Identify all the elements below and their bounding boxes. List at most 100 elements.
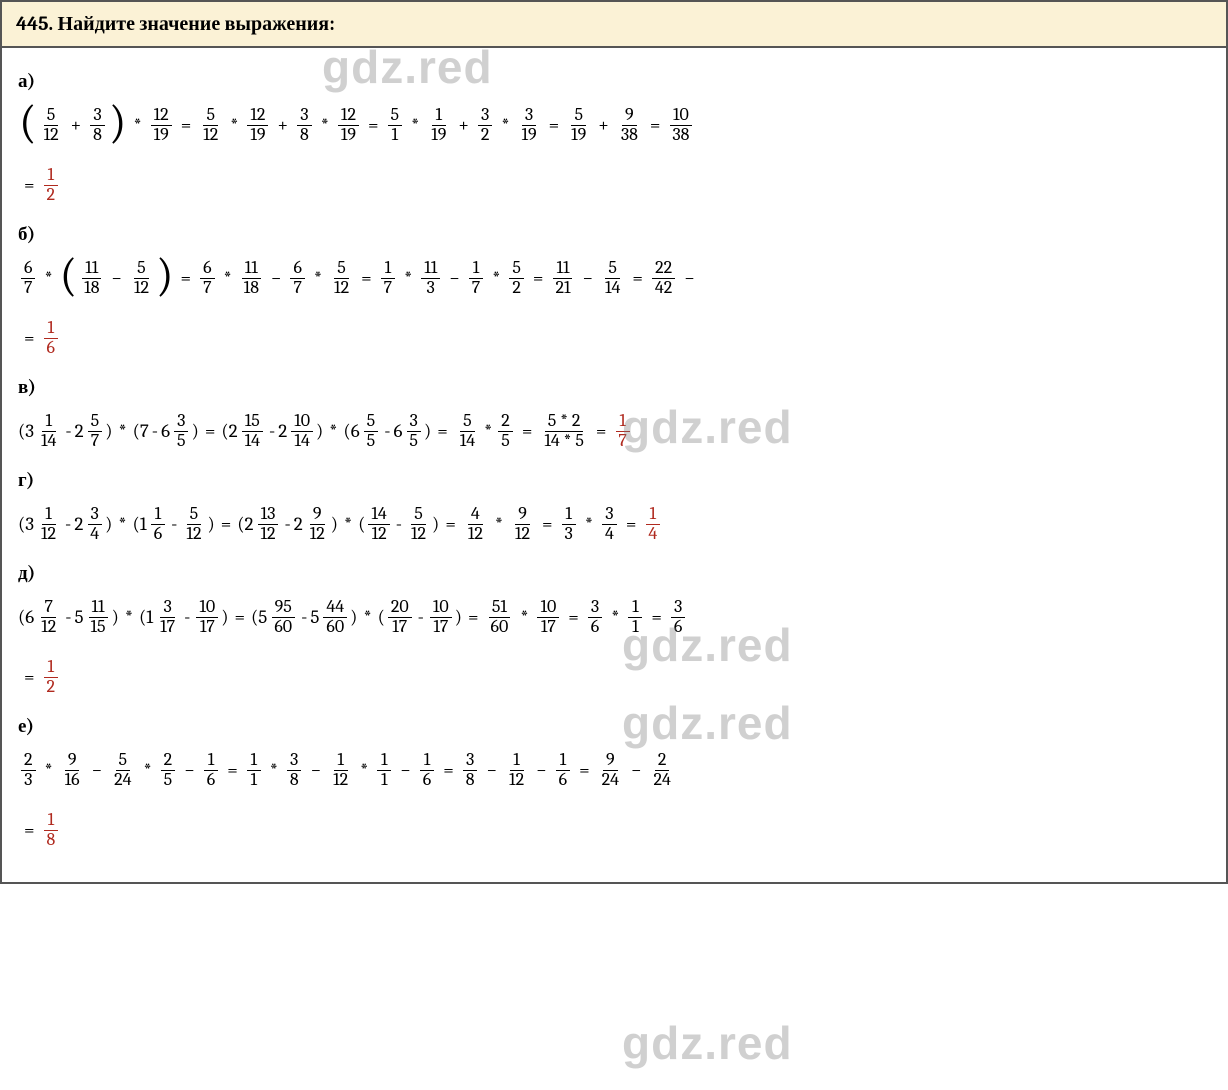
line-e1: (6712-51115)*(1317-1017)=(59560-54460)*(…: [18, 589, 1210, 645]
fraction: 5160: [488, 598, 512, 637]
operator: -: [384, 420, 390, 442]
fraction: 224: [650, 751, 673, 790]
fraction: 519: [568, 106, 589, 145]
operator: -: [269, 420, 275, 442]
line-d1: (3112-234)*(116-512)=(21312-2912)*(1412-…: [18, 496, 1210, 552]
operator: =: [579, 759, 590, 781]
text: ): [207, 513, 214, 535]
operator: =: [181, 114, 192, 136]
mixed-number: 635: [393, 412, 424, 451]
operator: =: [632, 267, 643, 289]
fraction: 16: [204, 751, 218, 790]
operator: =: [24, 666, 35, 688]
line-c1: (3114-257)*(7-635)=(21514-21014)*(655-63…: [18, 403, 1210, 459]
operator: *: [224, 267, 232, 289]
text: (: [378, 606, 385, 628]
fraction: 712: [38, 598, 59, 637]
fraction: 38: [297, 106, 312, 145]
fraction: 1219: [247, 106, 268, 145]
operator: =: [24, 174, 35, 196]
fraction: 938: [618, 106, 641, 145]
mixed-number: 3114: [25, 412, 62, 451]
fraction: 1017: [196, 598, 218, 637]
line-e2: = 12: [18, 649, 1210, 705]
operator: -: [301, 606, 307, 628]
mixed-number: 54460: [310, 598, 350, 637]
text: (: [237, 513, 244, 535]
text: ): [105, 420, 112, 442]
mixed-number: 21312: [245, 505, 282, 544]
text: 7: [140, 420, 149, 442]
fraction: 38: [90, 106, 105, 145]
operator: -: [284, 513, 290, 535]
fraction: 18: [44, 811, 59, 850]
mixed-number: 6712: [25, 598, 62, 637]
operator: −: [684, 267, 695, 289]
fraction: 17: [615, 412, 629, 451]
text: ): [350, 606, 357, 628]
operator: *: [404, 267, 412, 289]
operator: -: [65, 606, 71, 628]
operator: =: [651, 606, 662, 628]
operator: =: [227, 759, 238, 781]
operator: −: [111, 267, 122, 289]
operator: −: [400, 759, 411, 781]
part-label-e: д): [18, 562, 1210, 585]
fraction: 924: [599, 751, 622, 790]
fraction: 32: [478, 106, 493, 145]
operator: *: [329, 420, 337, 442]
fraction: 14: [645, 505, 660, 544]
text: ): [331, 513, 338, 535]
operator: −: [536, 759, 547, 781]
fraction: 2242: [652, 259, 675, 298]
fraction: 16: [44, 319, 58, 358]
line-f1: 23*916−524*25−16=11*38−112*11−16=38−112−…: [18, 742, 1210, 798]
operator: -: [171, 513, 177, 535]
operator: −: [487, 759, 498, 781]
fraction: 5 * 214 * 5: [541, 412, 587, 451]
operator: *: [144, 759, 152, 781]
mixed-number: 116: [140, 505, 168, 544]
mixed-number: 51115: [74, 598, 111, 637]
fraction: 514: [457, 412, 478, 451]
exercise-title: Найдите значение выражения:: [58, 12, 335, 35]
watermark: gdz.red: [622, 1016, 793, 1070]
exercise-body: gdz.redgdz.redgdz.redgdz.redgdz.red а) (…: [2, 48, 1226, 882]
operator: *: [270, 759, 278, 781]
mixed-number: 2912: [294, 505, 331, 544]
operator: =: [368, 114, 379, 136]
mixed-number: 655: [351, 412, 382, 451]
mixed-number: 3112: [25, 505, 62, 544]
operator: −: [449, 267, 460, 289]
fraction: 319: [519, 106, 540, 145]
mixed-number: 1317: [146, 598, 181, 637]
fraction: 514: [602, 259, 623, 298]
fraction: 16: [151, 505, 165, 544]
fraction: 12: [44, 658, 59, 697]
operator: =: [221, 513, 232, 535]
operator: *: [585, 513, 593, 535]
line-f2: =18: [18, 802, 1210, 858]
text: ): [424, 420, 431, 442]
operator: -: [65, 513, 71, 535]
fraction: 17: [469, 259, 483, 298]
fraction: 1514: [242, 412, 263, 451]
text: ): [105, 513, 112, 535]
operator: *: [360, 759, 368, 781]
mixed-number: 234: [74, 505, 105, 544]
fraction: 1219: [151, 106, 172, 145]
operator: =: [361, 267, 372, 289]
operator: =: [468, 606, 479, 628]
fraction: 1118: [241, 259, 262, 298]
line-a1: (512+38)*1219=512*1219+38*1219=51*119+32…: [18, 97, 1210, 153]
mixed-number: 257: [75, 412, 106, 451]
part-label-a: а): [18, 70, 1210, 93]
fraction: 1014: [291, 412, 313, 451]
text: (: [358, 513, 365, 535]
text: (: [133, 420, 140, 442]
line-b2: =16: [18, 310, 1210, 366]
fraction: 4460: [323, 598, 347, 637]
fraction: 512: [331, 259, 352, 298]
fraction: 23: [21, 751, 36, 790]
operator: *: [118, 513, 126, 535]
